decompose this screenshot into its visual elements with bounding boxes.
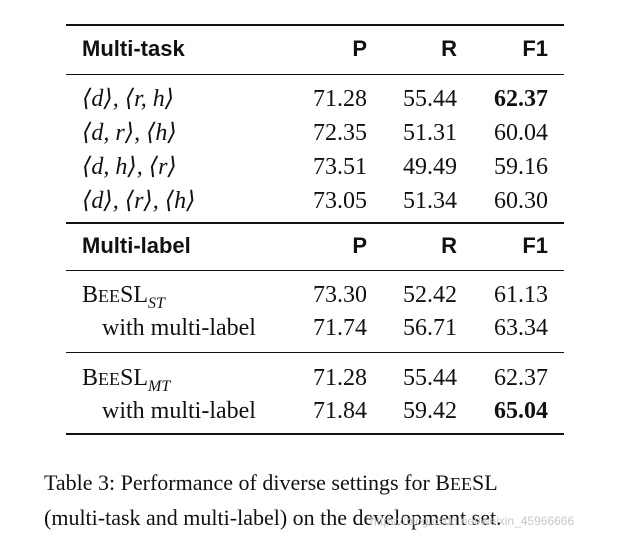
r-cell: 59.42	[403, 398, 457, 424]
table-row: ⟨d, h⟩, ⟨r⟩ 73.51 49.49 59.16	[66, 150, 564, 184]
f1-cell: 60.30	[494, 188, 548, 214]
caption-line-2: (multi-task and multi-label) on the deve…	[44, 505, 502, 530]
multilabel-header-rule	[66, 270, 564, 271]
setting-cell: ⟨d, h⟩, ⟨r⟩	[82, 154, 177, 180]
p-cell: 71.74	[313, 315, 367, 341]
table-caption: Table 3: Performance of diverse settings…	[44, 466, 594, 535]
table-row: with multi-label 71.74 56.71 63.34	[66, 311, 564, 345]
p-cell: 72.35	[313, 120, 367, 146]
setting-cell: ⟨d⟩, ⟨r, h⟩	[82, 86, 175, 112]
f1-cell: 63.34	[494, 315, 548, 341]
header-r: R	[441, 36, 457, 61]
r-cell: 56.71	[403, 315, 457, 341]
multitask-header-row: Multi-task P R F1	[66, 32, 564, 66]
p-cell: 73.30	[313, 282, 367, 308]
header-f1: F1	[522, 233, 548, 258]
f1-cell: 59.16	[494, 154, 548, 180]
header-p: P	[352, 36, 367, 61]
multilabel-header-label: Multi-label	[82, 233, 191, 258]
caption-line-1: Table 3: Performance of diverse settings…	[44, 470, 498, 495]
setting-cell: ⟨d, r⟩, ⟨h⟩	[82, 120, 177, 146]
multilabel-header-row: Multi-label P R F1	[66, 229, 564, 263]
table-row: ⟨d⟩, ⟨r, h⟩ 71.28 55.44 62.37	[66, 82, 564, 116]
p-cell: 73.51	[313, 154, 367, 180]
f1-cell-best: 62.37	[494, 86, 548, 112]
r-cell: 51.31	[403, 120, 457, 146]
p-cell: 71.28	[313, 365, 367, 391]
p-cell: 73.05	[313, 188, 367, 214]
r-cell: 55.44	[403, 365, 457, 391]
multitask-header-rule	[66, 74, 564, 75]
table-bottom-rule	[66, 433, 564, 435]
header-r: R	[441, 233, 457, 258]
variant-label-cell: with multi-label	[102, 315, 256, 341]
watermark-text: https://blog.csdn.net/weixin_45966666	[370, 514, 575, 528]
p-cell: 71.28	[313, 86, 367, 112]
f1-cell: 60.04	[494, 120, 548, 146]
r-cell: 55.44	[403, 86, 457, 112]
p-cell: 71.84	[313, 398, 367, 424]
f1-cell: 61.13	[494, 282, 548, 308]
r-cell: 51.34	[403, 188, 457, 214]
table-row: ⟨d, r⟩, ⟨h⟩ 72.35 51.31 60.04	[66, 116, 564, 150]
header-p: P	[352, 233, 367, 258]
variant-label-cell: with multi-label	[102, 398, 256, 424]
table-row: with multi-label 71.84 59.42 65.04	[66, 394, 564, 428]
table-row: BEESLST 73.30 52.42 61.13	[66, 278, 564, 312]
header-f1: F1	[522, 36, 548, 61]
table-row: ⟨d⟩, ⟨r⟩, ⟨h⟩ 73.05 51.34 60.30	[66, 184, 564, 218]
table-row: BEESLMT 71.28 55.44 62.37	[66, 361, 564, 395]
setting-cell: ⟨d⟩, ⟨r⟩, ⟨h⟩	[82, 188, 196, 214]
model-name-cell: BEESLST	[82, 282, 165, 312]
table-top-rule	[66, 24, 564, 26]
section-divider-rule	[66, 222, 564, 224]
group-divider-rule	[66, 352, 564, 353]
r-cell: 49.49	[403, 154, 457, 180]
f1-cell: 62.37	[494, 365, 548, 391]
model-name-cell: BEESLMT	[82, 365, 171, 395]
multitask-header-label: Multi-task	[82, 36, 185, 61]
f1-cell-best: 65.04	[494, 398, 548, 424]
r-cell: 52.42	[403, 282, 457, 308]
